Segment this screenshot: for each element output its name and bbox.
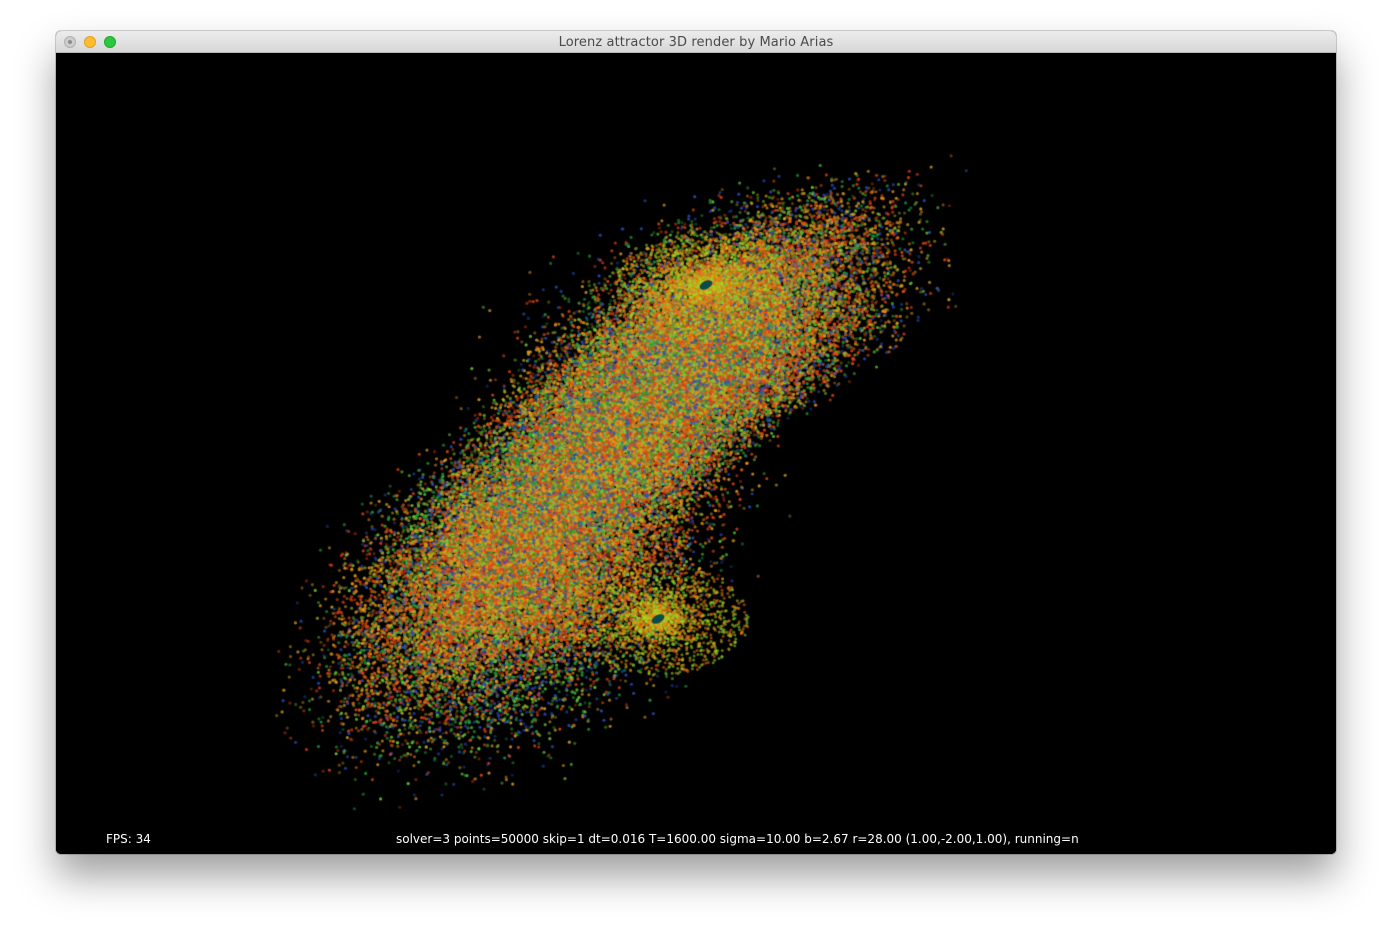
window-title: Lorenz attractor 3D render by Mario Aria… — [558, 35, 834, 50]
close-window-button[interactable] — [64, 36, 76, 48]
title-bar[interactable]: Lorenz attractor 3D render by Mario Aria… — [56, 31, 1336, 53]
minimize-window-button[interactable] — [84, 36, 96, 48]
zoom-window-button[interactable] — [104, 36, 116, 48]
lorenz-attractor-canvas[interactable] — [56, 53, 1336, 854]
app-window: Lorenz attractor 3D render by Mario Aria… — [56, 31, 1336, 854]
simulation-parameters-readout: solver=3 points=50000 skip=1 dt=0.016 T=… — [396, 832, 1079, 846]
render-viewport[interactable]: FPS: 34 solver=3 points=50000 skip=1 dt=… — [56, 53, 1336, 854]
fps-counter: FPS: 34 — [106, 832, 151, 846]
